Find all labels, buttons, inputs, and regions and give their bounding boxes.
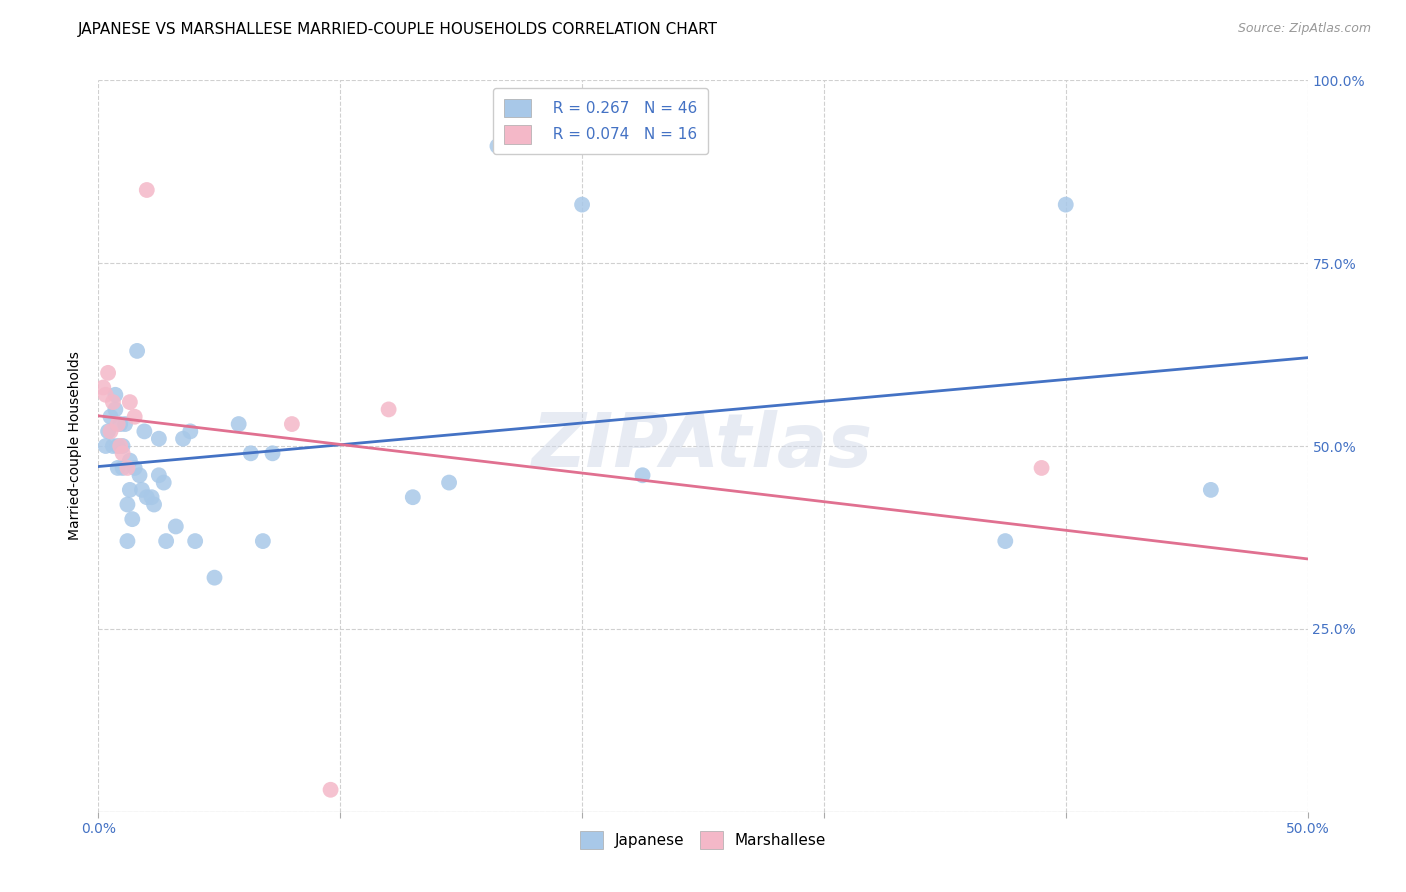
Point bbox=[631, 468, 654, 483]
Point bbox=[91, 380, 114, 394]
Y-axis label: Married-couple Households: Married-couple Households bbox=[69, 351, 83, 541]
Point bbox=[1199, 483, 1222, 497]
Point bbox=[100, 409, 122, 424]
Point bbox=[111, 461, 134, 475]
Point bbox=[402, 490, 425, 504]
Point bbox=[281, 417, 304, 431]
Point bbox=[148, 432, 170, 446]
Point bbox=[111, 446, 134, 460]
Point bbox=[111, 439, 134, 453]
Point bbox=[252, 534, 274, 549]
Point bbox=[108, 417, 131, 431]
Point bbox=[319, 782, 342, 797]
Point bbox=[262, 446, 284, 460]
Point bbox=[101, 439, 124, 453]
Point bbox=[135, 490, 157, 504]
Text: Source: ZipAtlas.com: Source: ZipAtlas.com bbox=[1237, 22, 1371, 36]
Point bbox=[118, 483, 141, 497]
Point bbox=[121, 512, 143, 526]
Point bbox=[104, 402, 127, 417]
Point bbox=[172, 432, 194, 446]
Point bbox=[97, 366, 120, 380]
Point bbox=[107, 461, 129, 475]
Point bbox=[117, 534, 139, 549]
Point bbox=[1054, 197, 1077, 211]
Point bbox=[124, 461, 146, 475]
Legend: Japanese, Marshallese: Japanese, Marshallese bbox=[574, 824, 832, 855]
Point bbox=[377, 402, 399, 417]
Point bbox=[107, 439, 129, 453]
Point bbox=[204, 571, 226, 585]
Text: JAPANESE VS MARSHALLESE MARRIED-COUPLE HOUSEHOLDS CORRELATION CHART: JAPANESE VS MARSHALLESE MARRIED-COUPLE H… bbox=[77, 22, 717, 37]
Point bbox=[118, 453, 141, 467]
Point bbox=[108, 439, 131, 453]
Point bbox=[101, 395, 124, 409]
Point bbox=[179, 425, 201, 439]
Point bbox=[117, 461, 139, 475]
Point bbox=[114, 417, 136, 431]
Point bbox=[117, 498, 139, 512]
Point bbox=[134, 425, 156, 439]
Point bbox=[128, 468, 150, 483]
Point bbox=[97, 425, 120, 439]
Point bbox=[148, 468, 170, 483]
Point bbox=[135, 183, 157, 197]
Point bbox=[94, 388, 117, 402]
Point bbox=[107, 417, 129, 431]
Point bbox=[228, 417, 250, 431]
Point bbox=[571, 197, 593, 211]
Text: ZIPAtlas: ZIPAtlas bbox=[533, 409, 873, 483]
Point bbox=[184, 534, 207, 549]
Point bbox=[994, 534, 1017, 549]
Point bbox=[239, 446, 262, 460]
Point bbox=[152, 475, 174, 490]
Point bbox=[118, 395, 141, 409]
Point bbox=[1031, 461, 1053, 475]
Point bbox=[155, 534, 177, 549]
Point bbox=[437, 475, 460, 490]
Point bbox=[143, 498, 166, 512]
Point bbox=[141, 490, 163, 504]
Point bbox=[165, 519, 187, 533]
Point bbox=[486, 139, 509, 153]
Point bbox=[100, 425, 122, 439]
Point bbox=[124, 409, 146, 424]
Point bbox=[104, 388, 127, 402]
Point bbox=[127, 343, 149, 358]
Point bbox=[131, 483, 153, 497]
Point bbox=[94, 439, 117, 453]
